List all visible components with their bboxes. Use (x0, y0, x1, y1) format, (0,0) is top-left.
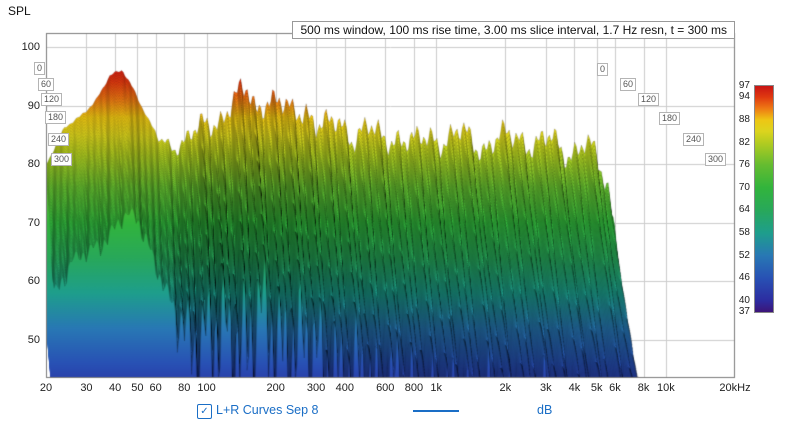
x-tick-label: 3k (539, 382, 552, 394)
time-label-left: 180 (45, 111, 67, 124)
time-label-right: 240 (683, 133, 705, 146)
x-tick-label: 2k (499, 382, 512, 394)
color-scale-tick-label: 52 (738, 249, 750, 261)
x-tick-label: 50 (131, 382, 144, 394)
color-scale-tick-label: 37 (738, 306, 750, 317)
time-label-right: 60 (620, 78, 637, 91)
legend-trace-label[interactable]: L+R Curves Sep 8 (216, 403, 319, 417)
color-scale-tick-label: 46 (738, 272, 750, 284)
color-scale-tick-label: 88 (738, 113, 750, 125)
time-label-right: 180 (659, 112, 681, 125)
y-tick-label: 50 (27, 334, 40, 347)
color-scale-tick-label: 76 (738, 159, 750, 171)
x-tick-label: 6k (609, 382, 621, 394)
legend-line-sample (413, 410, 459, 412)
color-scale-tick-label: 94 (738, 91, 750, 103)
time-label-left: 300 (51, 153, 73, 166)
time-label-right: 300 (705, 153, 727, 166)
x-tick-label: 600 (376, 382, 395, 394)
time-label-left: 240 (48, 133, 70, 146)
color-scale-tick-label: 97 (738, 80, 750, 91)
x-tick-label: 1k (430, 382, 442, 394)
x-tick-label: 8k (637, 382, 650, 394)
x-tick-label: 40 (109, 382, 122, 394)
x-tick-label: 300 (306, 382, 326, 394)
x-tick-label: 60 (149, 382, 162, 394)
color-scale-tick-label: 64 (738, 204, 750, 216)
color-scale-bar (754, 85, 774, 313)
x-tick-label: 30 (80, 382, 93, 394)
x-tick-label: 100 (197, 382, 216, 394)
time-label-left: 120 (41, 93, 63, 106)
x-tick-label: 5k (590, 382, 603, 394)
color-scale-tick-label: 58 (738, 226, 750, 238)
color-scale-tick-label: 40 (738, 294, 750, 306)
x-tick-label: 80 (178, 382, 191, 394)
y-tick-label: 100 (21, 41, 40, 53)
time-label-right: 0 (597, 63, 609, 76)
y-tick-label: 80 (27, 158, 40, 171)
time-label-left: 0 (34, 62, 46, 75)
x-tick-label: 4k (568, 382, 581, 394)
y-tick-label: 70 (27, 216, 40, 229)
x-tick-label: 400 (335, 382, 354, 394)
measurement-settings-box: 500 ms window, 100 ms rise time, 3.00 ms… (292, 21, 735, 39)
color-scale-tick-label: 82 (738, 136, 750, 148)
x-tick-label: 10k (656, 382, 675, 394)
y-tick-label: 90 (27, 99, 40, 112)
x-tick-label: 200 (266, 382, 285, 394)
legend-units-label: dB (537, 403, 553, 417)
y-tick-label: 60 (27, 275, 40, 288)
x-tick-label: 20 (39, 382, 53, 394)
legend-checkbox[interactable]: ✓ (197, 404, 212, 419)
x-tick-label: 800 (404, 382, 424, 394)
x-tick-label: 20kHz (719, 382, 751, 394)
time-label-right: 120 (638, 93, 660, 106)
time-label-left: 60 (38, 78, 55, 91)
y-axis-title: SPL (8, 4, 31, 18)
color-scale-tick-label: 70 (738, 181, 750, 193)
